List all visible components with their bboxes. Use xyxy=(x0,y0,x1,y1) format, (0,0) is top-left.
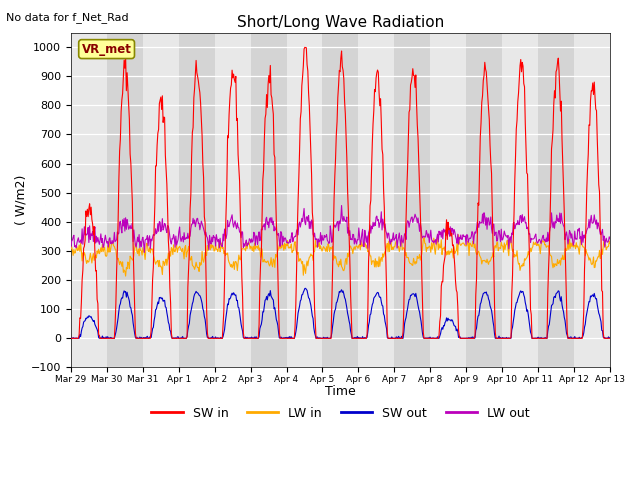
X-axis label: Time: Time xyxy=(325,385,356,398)
Bar xyxy=(251,33,287,367)
Legend: SW in, LW in, SW out, LW out: SW in, LW in, SW out, LW out xyxy=(147,402,534,425)
Bar xyxy=(323,33,358,367)
Y-axis label: ( W/m2): ( W/m2) xyxy=(15,175,28,225)
Bar xyxy=(107,33,143,367)
Bar xyxy=(466,33,502,367)
Bar xyxy=(394,33,430,367)
Bar xyxy=(179,33,214,367)
Text: VR_met: VR_met xyxy=(82,43,132,56)
Bar xyxy=(538,33,574,367)
Text: No data for f_Net_Rad: No data for f_Net_Rad xyxy=(6,12,129,23)
Bar xyxy=(610,33,640,367)
Title: Short/Long Wave Radiation: Short/Long Wave Radiation xyxy=(237,15,444,30)
